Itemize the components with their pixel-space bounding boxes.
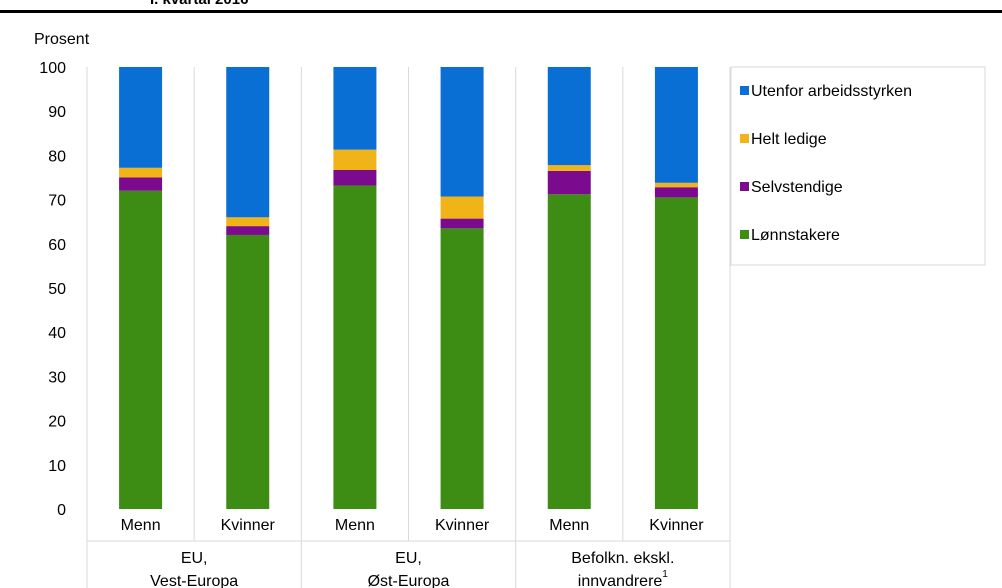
title-rule <box>0 10 1002 13</box>
bar-segment <box>654 67 698 183</box>
bar-segment <box>547 165 591 171</box>
legend-box <box>730 66 986 266</box>
legend-label: Lønnstakere <box>751 227 840 244</box>
bar-segment <box>119 177 163 191</box>
bar-stacks <box>119 67 698 509</box>
x-group-label: Vest-Europa <box>150 573 238 588</box>
y-tick-label: 100 <box>39 60 66 77</box>
x-category-label: Menn <box>121 517 161 534</box>
y-tick-label: 30 <box>48 369 66 386</box>
y-tick-label: 70 <box>48 193 66 210</box>
bar-segment <box>226 226 270 235</box>
legend-label: Selvstendige <box>751 179 843 196</box>
y-tick-label: 90 <box>48 104 66 121</box>
bar-segment <box>333 67 377 150</box>
chart-title: I. kvartal 2016 <box>150 0 248 8</box>
bar-segment <box>547 194 591 509</box>
bar-segment <box>333 149 377 170</box>
y-tick-label: 80 <box>48 148 66 165</box>
y-tick-label: 0 <box>57 502 66 519</box>
bar-segment <box>654 187 698 198</box>
bar-segment <box>440 228 484 509</box>
bar-segment <box>226 234 270 509</box>
legend: Utenfor arbeidsstyrken Helt ledige Selvste… <box>730 66 986 266</box>
x-axis-categories: Menn Kvinner Menn Kvinner Menn Kvinner <box>121 517 705 534</box>
x-category-label: Menn <box>549 517 589 534</box>
bar-segment <box>119 67 163 168</box>
bar-segment <box>547 170 591 195</box>
bar-segment <box>226 217 270 227</box>
x-axis-groups: EU, Vest-Europa EU, Øst-Europa Befolkn. eksk… <box>150 550 674 588</box>
y-tick-label: 10 <box>48 458 66 475</box>
legend-swatch <box>740 134 749 143</box>
y-tick-label: 50 <box>48 281 66 298</box>
bar-segment <box>119 190 163 509</box>
footnote-marker: 1 <box>662 569 668 580</box>
bar-segment <box>333 185 377 509</box>
x-category-label: Menn <box>335 517 375 534</box>
bar-segment <box>440 218 484 229</box>
y-tick-label: 20 <box>48 414 66 431</box>
legend-swatch <box>740 86 749 95</box>
bar-segment <box>226 67 270 218</box>
bar-segment <box>440 67 484 197</box>
x-group-label: EU, <box>181 550 208 567</box>
bar-segment <box>654 182 698 188</box>
category-separators <box>86 67 731 588</box>
y-axis-ticks: 0 10 20 30 40 50 60 70 80 90 100 <box>39 60 66 519</box>
x-group-label: Befolkn. ekskl. <box>571 550 674 567</box>
legend-swatch <box>740 182 749 191</box>
legend-label: Utenfor arbeidsstyrken <box>751 83 912 100</box>
x-category-label: Kvinner <box>221 517 276 534</box>
bar-segment <box>119 167 163 178</box>
x-group-label: innvandrere1 <box>578 569 669 588</box>
bar-segment <box>547 67 591 166</box>
y-tick-label: 40 <box>48 325 66 342</box>
bar-segment <box>440 196 484 219</box>
bar-segment <box>654 197 698 509</box>
x-category-label: Kvinner <box>649 517 704 534</box>
legend-label: Helt ledige <box>751 131 827 148</box>
bar-segment <box>333 169 377 186</box>
x-category-label: Kvinner <box>435 517 490 534</box>
legend-swatch <box>740 230 749 239</box>
x-group-label: Øst-Europa <box>368 573 450 588</box>
y-axis-label: Prosent <box>34 31 90 48</box>
y-tick-label: 60 <box>48 237 66 254</box>
x-group-label: EU, <box>395 550 422 567</box>
